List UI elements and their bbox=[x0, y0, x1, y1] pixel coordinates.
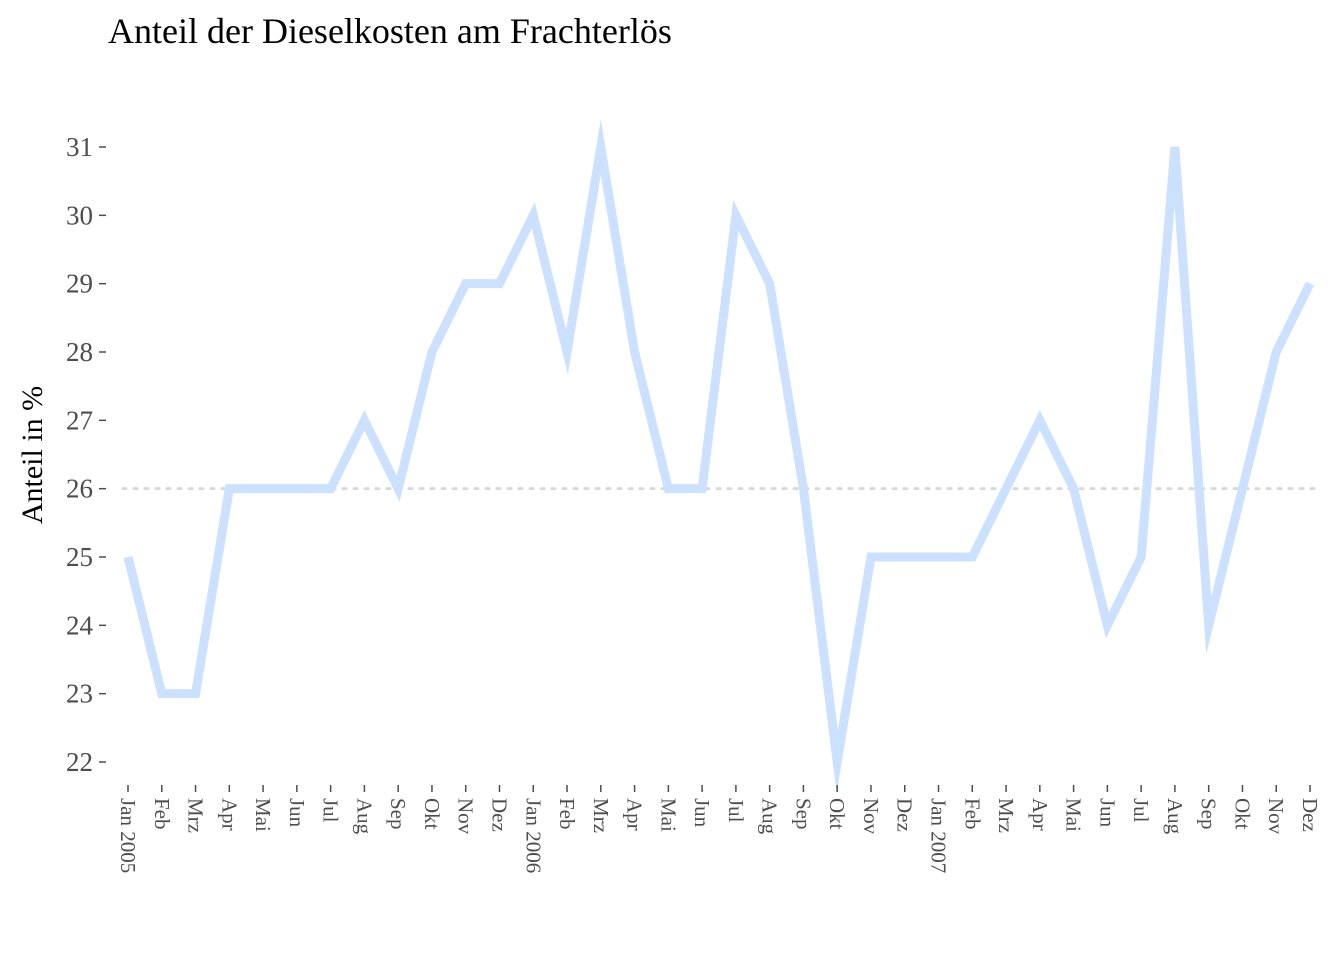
x-tick-label: Okt bbox=[420, 798, 444, 830]
series-line-layer bbox=[123, 119, 1315, 794]
x-tick-label: Sep bbox=[1197, 798, 1221, 830]
x-axis: Jan 2005 Feb Mrz Apr Mai Jun Jul Aug Sep Okt Nov De… bbox=[116, 785, 1322, 873]
chart-title: Anteil der Dieselkosten am Frachterlös bbox=[108, 11, 672, 51]
series-line bbox=[123, 119, 1315, 794]
x-tick-label: Jun bbox=[690, 798, 714, 828]
x-tick-label: Aug bbox=[1163, 798, 1187, 835]
x-tick-label: Nov bbox=[859, 798, 883, 835]
y-tick-label: 22 bbox=[66, 747, 93, 777]
y-tick-label: 23 bbox=[66, 679, 93, 709]
y-tick-label: 30 bbox=[66, 200, 93, 230]
y-axis: 22 23 24 25 26 27 28 29 30 31 bbox=[66, 132, 106, 777]
x-tick-label: Aug bbox=[352, 798, 376, 835]
x-tick-label: Jul bbox=[724, 798, 748, 823]
x-tick-label: Jul bbox=[1129, 798, 1153, 823]
x-tick-label: Mrz bbox=[589, 798, 613, 833]
y-tick-label: 24 bbox=[66, 610, 94, 640]
x-tick-label: Mai bbox=[251, 798, 275, 832]
x-tick-label: Jun bbox=[1095, 798, 1119, 828]
y-axis-label: Anteil in % bbox=[16, 386, 49, 524]
x-tick-label: Jan 2007 bbox=[927, 798, 951, 873]
x-tick-label: Okt bbox=[1230, 798, 1254, 830]
x-tick-label: Mai bbox=[656, 798, 680, 832]
x-tick-label: Nov bbox=[454, 798, 478, 835]
x-tick-label: Apr bbox=[217, 798, 241, 831]
x-tick-label: Jan 2006 bbox=[521, 798, 545, 873]
x-tick-label: Feb bbox=[555, 798, 579, 830]
y-tick-label: 31 bbox=[66, 132, 93, 162]
y-tick-label: 25 bbox=[66, 542, 93, 572]
y-tick-label: 27 bbox=[66, 405, 93, 435]
y-tick-label: 28 bbox=[66, 337, 93, 367]
x-tick-label: Sep bbox=[386, 798, 410, 830]
x-tick-label: Apr bbox=[623, 798, 647, 831]
x-tick-label: Jun bbox=[285, 798, 309, 828]
x-tick-label: Aug bbox=[758, 798, 782, 835]
x-tick-label: Feb bbox=[150, 798, 174, 830]
x-tick-label: Mrz bbox=[184, 798, 208, 833]
x-tick-label: Jul bbox=[319, 798, 343, 823]
x-tick-label: Jan 2005 bbox=[116, 798, 140, 873]
y-tick-label: 29 bbox=[66, 269, 93, 299]
x-tick-label: Dez bbox=[1298, 798, 1322, 832]
x-tick-label: Mai bbox=[1062, 798, 1086, 832]
x-tick-label: Okt bbox=[825, 798, 849, 830]
x-tick-label: Feb bbox=[960, 798, 984, 830]
x-tick-label: Apr bbox=[1028, 798, 1052, 831]
x-tick-label: Dez bbox=[487, 798, 511, 832]
x-tick-label: Dez bbox=[893, 798, 917, 832]
y-tick-label: 26 bbox=[66, 474, 93, 504]
x-tick-label: Nov bbox=[1264, 798, 1288, 835]
x-tick-label: Mrz bbox=[994, 798, 1018, 833]
x-tick-label: Sep bbox=[791, 798, 815, 830]
